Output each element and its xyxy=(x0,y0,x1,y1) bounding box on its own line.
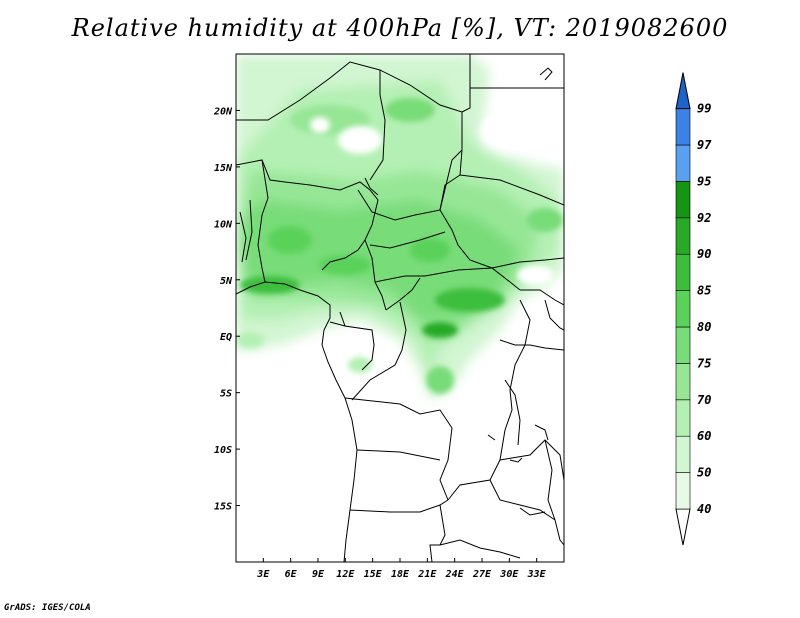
colorbar-label: 95 xyxy=(697,174,711,188)
colorbar-segment xyxy=(675,144,691,182)
colorbar-segment xyxy=(675,181,691,219)
lat-tick-label: 15S xyxy=(214,502,232,513)
humidity-field xyxy=(236,54,564,400)
colorbar-label: 70 xyxy=(697,393,711,407)
latitude-ticks: 20N 15N 10N 5N EQ 5S 10S 15S xyxy=(213,106,240,513)
lat-tick-label: EQ xyxy=(220,332,232,343)
lat-tick-label: 5N xyxy=(220,276,233,287)
colorbar-label: 75 xyxy=(697,356,711,370)
lon-tick-label: 33E xyxy=(527,569,547,580)
lon-tick-label: 27E xyxy=(472,569,492,580)
colorbar-segment xyxy=(675,472,691,510)
colorbar-segment xyxy=(675,217,691,255)
colorbar-label: 85 xyxy=(697,284,711,298)
lon-tick-label: 21E xyxy=(417,569,437,580)
colorbar-segment xyxy=(675,363,691,401)
lon-tick-label: 3E xyxy=(256,569,270,580)
colorbar-bottom-arrow xyxy=(675,508,691,546)
lat-tick-label: 10S xyxy=(214,445,232,456)
colorbar-label: 90 xyxy=(697,247,711,261)
colorbar-segment xyxy=(675,435,691,473)
colorbar: 40 50 60 70 75 80 85 90 92 95 97 99 xyxy=(675,72,712,546)
lat-tick-label: 10N xyxy=(214,219,233,230)
longitude-ticks: 3E 6E 9E 12E 15E 18E 21E 24E 27E 30E 33E xyxy=(256,558,547,580)
colorbar-label: 40 xyxy=(697,502,711,516)
colorbar-segment xyxy=(675,108,691,146)
colorbar-label: 60 xyxy=(697,429,711,443)
lon-tick-label: 6E xyxy=(285,569,298,580)
lat-tick-label: 15N xyxy=(214,163,233,174)
grads-credit: GrADS: IGES/COLA xyxy=(4,603,91,613)
map-title: Relative humidity at 400hPa [%], VT: 201… xyxy=(71,14,729,42)
colorbar-segment xyxy=(675,399,691,437)
colorbar-label: 50 xyxy=(697,466,711,480)
lon-tick-label: 30E xyxy=(499,569,519,580)
colorbar-top-arrow xyxy=(675,72,691,110)
country-borders xyxy=(236,54,564,562)
lon-tick-label: 18E xyxy=(391,569,410,580)
colorbar-segment xyxy=(675,326,691,364)
lat-tick-label: 20N xyxy=(213,106,233,117)
colorbar-label: 99 xyxy=(697,102,711,116)
lon-tick-label: 9E xyxy=(312,569,325,580)
colorbar-segment xyxy=(675,290,691,328)
lon-tick-label: 24E xyxy=(445,569,465,580)
lon-tick-label: 15E xyxy=(364,569,383,580)
colorbar-label: 97 xyxy=(697,138,712,152)
lat-tick-label: 5S xyxy=(220,389,232,400)
colorbar-label: 80 xyxy=(697,320,711,334)
lon-tick-label: 12E xyxy=(336,569,355,580)
colorbar-segment xyxy=(675,253,691,291)
colorbar-label: 92 xyxy=(697,211,711,225)
